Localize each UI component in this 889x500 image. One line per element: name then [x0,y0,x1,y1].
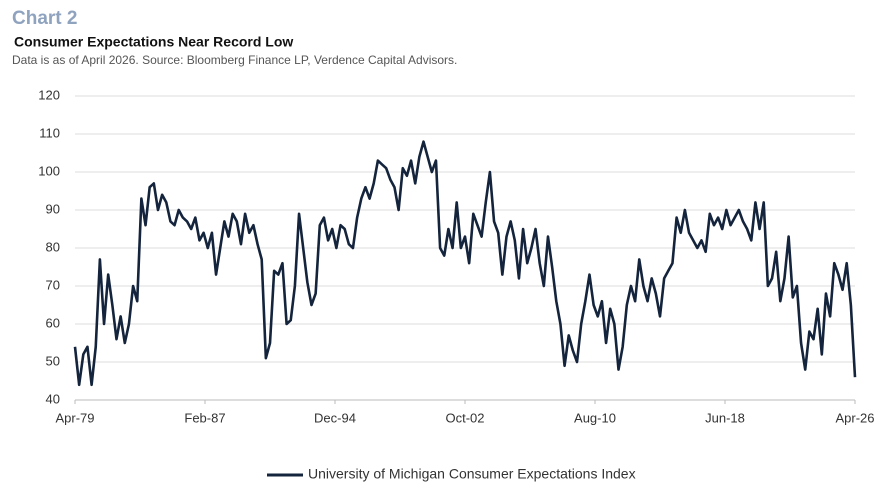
y-tick-label: 70 [46,277,60,292]
x-tick-label: Feb-87 [184,410,225,425]
y-tick-label: 50 [46,353,60,368]
legend-label: University of Michigan Consumer Expectat… [308,466,636,482]
chart-title: Consumer Expectations Near Record Low [14,34,293,50]
chart-label: Chart 2 [12,8,77,29]
y-tick-label: 100 [38,163,60,178]
x-tick-label: Apr-79 [55,410,94,425]
y-tick-label: 110 [39,125,60,140]
y-tick-label: 90 [46,201,60,216]
y-tick-label: 60 [46,315,60,330]
x-tick-label: Apr-26 [835,410,874,425]
y-tick-label: 40 [46,391,60,406]
x-tick-label: Oct-02 [445,410,484,425]
series-line [73,140,857,387]
y-tick-label: 80 [46,239,60,254]
x-tick-label: Jun-18 [705,410,745,425]
x-tick-label: Aug-10 [574,410,616,425]
y-tick-label: 120 [38,87,60,102]
chart-subtitle: Data is as of April 2026. Source: Bloomb… [12,53,457,67]
x-tick-label: Dec-94 [314,410,356,425]
